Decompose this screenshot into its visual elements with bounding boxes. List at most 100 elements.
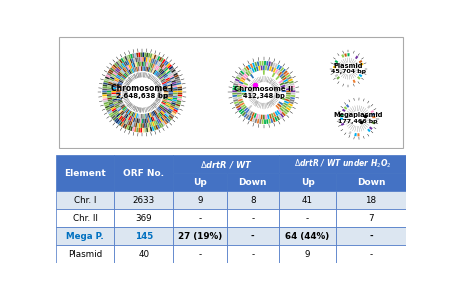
Text: 2633: 2633 — [133, 196, 155, 205]
Polygon shape — [166, 81, 171, 83]
Polygon shape — [341, 54, 344, 58]
Text: 40: 40 — [138, 250, 149, 259]
Polygon shape — [281, 90, 286, 92]
Polygon shape — [140, 62, 142, 66]
Polygon shape — [156, 108, 160, 112]
Polygon shape — [290, 97, 295, 99]
Polygon shape — [284, 101, 289, 104]
Polygon shape — [164, 93, 168, 94]
Polygon shape — [168, 96, 173, 98]
Polygon shape — [335, 60, 338, 63]
Polygon shape — [238, 83, 243, 86]
Polygon shape — [254, 118, 258, 123]
Polygon shape — [281, 85, 285, 88]
Polygon shape — [144, 52, 146, 57]
Polygon shape — [286, 88, 290, 90]
Text: 2,648,638 bp: 2,648,638 bp — [116, 93, 168, 99]
Polygon shape — [157, 107, 161, 112]
Polygon shape — [123, 107, 128, 112]
Polygon shape — [122, 68, 126, 73]
Polygon shape — [139, 114, 141, 119]
Bar — [56, 245, 114, 263]
Polygon shape — [237, 90, 242, 92]
Polygon shape — [274, 117, 278, 121]
Text: 64 (44%): 64 (44%) — [285, 232, 330, 241]
Polygon shape — [130, 121, 133, 126]
Polygon shape — [165, 112, 170, 116]
Polygon shape — [129, 111, 132, 115]
Polygon shape — [172, 97, 177, 100]
Polygon shape — [121, 111, 125, 116]
Polygon shape — [156, 114, 160, 119]
Polygon shape — [167, 99, 172, 101]
Polygon shape — [167, 109, 172, 113]
Polygon shape — [168, 94, 173, 96]
Polygon shape — [285, 72, 289, 76]
Polygon shape — [176, 100, 181, 103]
Polygon shape — [117, 66, 122, 71]
Polygon shape — [124, 113, 127, 118]
Polygon shape — [111, 66, 116, 70]
Polygon shape — [178, 93, 182, 94]
Polygon shape — [259, 119, 262, 124]
Polygon shape — [146, 53, 148, 57]
Polygon shape — [129, 116, 133, 121]
Polygon shape — [237, 95, 242, 97]
Polygon shape — [121, 69, 125, 74]
Polygon shape — [285, 97, 290, 99]
Polygon shape — [348, 131, 352, 135]
Polygon shape — [244, 113, 248, 118]
Polygon shape — [161, 59, 166, 64]
Polygon shape — [117, 108, 122, 112]
Polygon shape — [155, 125, 158, 130]
Polygon shape — [256, 66, 258, 71]
Polygon shape — [104, 78, 109, 81]
Text: -: - — [369, 250, 373, 259]
Polygon shape — [251, 68, 255, 73]
Text: 9: 9 — [197, 196, 203, 205]
Polygon shape — [151, 117, 153, 122]
Polygon shape — [250, 63, 253, 68]
Polygon shape — [281, 106, 285, 110]
Bar — [336, 209, 406, 227]
Polygon shape — [282, 104, 287, 108]
Polygon shape — [171, 102, 176, 105]
Polygon shape — [125, 114, 129, 119]
Bar — [226, 173, 279, 191]
Polygon shape — [234, 101, 239, 104]
Polygon shape — [122, 112, 126, 117]
Polygon shape — [134, 53, 137, 58]
Polygon shape — [131, 122, 134, 127]
Polygon shape — [131, 58, 134, 63]
Polygon shape — [150, 58, 153, 63]
Polygon shape — [134, 118, 137, 123]
Polygon shape — [163, 95, 168, 97]
Polygon shape — [126, 109, 129, 114]
Polygon shape — [353, 79, 356, 83]
Polygon shape — [355, 56, 359, 59]
Polygon shape — [112, 73, 116, 77]
Polygon shape — [268, 119, 271, 124]
Polygon shape — [166, 118, 170, 122]
Polygon shape — [111, 89, 116, 91]
Polygon shape — [238, 99, 243, 102]
Polygon shape — [153, 59, 156, 64]
Polygon shape — [237, 97, 242, 99]
Polygon shape — [115, 69, 120, 73]
Polygon shape — [242, 69, 246, 73]
Polygon shape — [158, 75, 162, 79]
Polygon shape — [113, 101, 118, 104]
Polygon shape — [155, 60, 158, 65]
Polygon shape — [126, 55, 129, 60]
Polygon shape — [290, 88, 295, 90]
Polygon shape — [288, 78, 293, 82]
Polygon shape — [143, 123, 144, 128]
Polygon shape — [120, 103, 124, 106]
Polygon shape — [283, 110, 288, 115]
Polygon shape — [372, 116, 375, 118]
Polygon shape — [132, 53, 135, 58]
Polygon shape — [108, 82, 113, 84]
Polygon shape — [280, 73, 284, 78]
Polygon shape — [111, 91, 116, 92]
Polygon shape — [120, 58, 124, 63]
